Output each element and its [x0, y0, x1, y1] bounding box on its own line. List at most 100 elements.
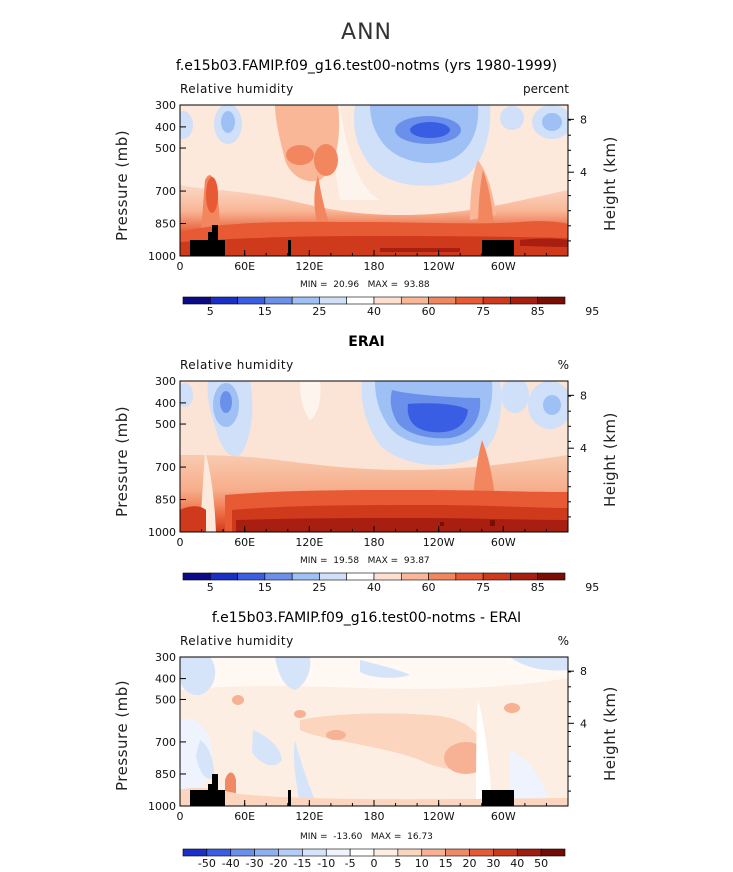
colorbar-swatch: [182, 296, 211, 305]
colorbar-label: 85: [531, 581, 545, 594]
colorbar-label: -10: [317, 857, 335, 870]
colorbar-swatch: [482, 296, 511, 305]
colorbar-swatch: [400, 296, 429, 305]
h-tick-label: 8: [580, 665, 587, 678]
h-tick-label: 4: [580, 717, 587, 730]
colorbar-swatch: [445, 848, 470, 857]
colorbar-swatch: [264, 296, 293, 305]
colorbar-swatch: [325, 848, 351, 857]
x-tick-label: 120W: [423, 260, 455, 273]
axes-layer: 0 60E 120E 180 120W 60W3004005007008501000845…: [148, 99, 599, 870]
x-tick-label: 120E: [295, 536, 323, 549]
x-tick-label: 180: [364, 810, 385, 823]
colorbar-label: 5: [207, 305, 214, 318]
colorbar-swatch: [206, 848, 232, 857]
p-tick-label: 300: [155, 375, 176, 388]
colorbar-label: 50: [534, 857, 548, 870]
x-tick-label: 120W: [423, 810, 455, 823]
colorbar-swatch: [302, 848, 327, 857]
x-tick-label: 60E: [234, 810, 255, 823]
colorbar-label: 95: [585, 305, 599, 318]
x-tick-label: 60W: [491, 260, 516, 273]
h-tick-label: 8: [580, 389, 587, 402]
colorbar-label: 85: [531, 305, 545, 318]
colorbar-label: 20: [463, 857, 477, 870]
colorbar-swatch: [373, 296, 402, 305]
p-tick-label: 850: [155, 494, 176, 507]
colorbar-label: 40: [367, 305, 381, 318]
colorbar-label: -40: [222, 857, 240, 870]
colorbar-label: -20: [270, 857, 288, 870]
x-tick-label: 0: [177, 260, 184, 273]
p-tick-label: 1000: [148, 250, 176, 263]
p-tick-label: 1000: [148, 526, 176, 539]
x-tick-label: 180: [364, 260, 385, 273]
x-tick-label: 180: [364, 536, 385, 549]
colorbar-swatch: [349, 848, 375, 857]
colorbar-swatch: [540, 848, 566, 857]
p-tick-label: 850: [155, 218, 176, 231]
page-title: ANN: [341, 20, 392, 45]
colorbar-swatch: [510, 296, 539, 305]
colorbar-swatch: [482, 572, 511, 581]
x-tick-label: 0: [177, 536, 184, 549]
contour-field-difference: [180, 657, 568, 806]
p-tick-label: 500: [155, 418, 176, 431]
p-tick-label: 300: [155, 99, 176, 112]
colorbar-swatch: [237, 296, 266, 305]
x-tick-label: 60E: [234, 260, 255, 273]
colorbar-swatch: [428, 572, 457, 581]
x-tick-label: 120E: [295, 810, 323, 823]
colorbar-label: 60: [422, 581, 436, 594]
colorbar-swatch: [319, 296, 348, 305]
p-tick-label: 400: [155, 121, 176, 134]
colorbar-swatch: [346, 296, 375, 305]
colorbar-swatch: [291, 296, 320, 305]
colorbar-label: -15: [293, 857, 311, 870]
colorbar-swatch: [428, 296, 457, 305]
colorbar-swatch: [469, 848, 494, 857]
colorbar-swatch: [421, 848, 446, 857]
x-tick-label: 120E: [295, 260, 323, 273]
colorbar-label: 0: [371, 857, 378, 870]
colorbar-swatch: [510, 572, 539, 581]
colorbar-swatch: [346, 572, 375, 581]
colorbar-label: 10: [415, 857, 429, 870]
x-tick-label: 60W: [491, 810, 516, 823]
p-tick-label: 850: [155, 768, 176, 781]
colorbar-label: 40: [367, 581, 381, 594]
colorbar-label: 15: [258, 305, 272, 318]
colorbar-swatch: [537, 296, 566, 305]
colorbar-swatch: [373, 848, 399, 857]
p-tick-label: 400: [155, 397, 176, 410]
colorbar-label: -30: [246, 857, 264, 870]
colorbar-swatch: [209, 572, 238, 581]
colorbar-label: 95: [585, 581, 599, 594]
colorbar-label: -50: [198, 857, 216, 870]
h-tick-label: 4: [580, 442, 587, 455]
x-tick-label: 0: [177, 810, 184, 823]
contour-field-erai: [180, 381, 568, 532]
colorbar-swatch: [373, 572, 402, 581]
colorbar-label: 75: [476, 305, 490, 318]
colorbar-label: 5: [207, 581, 214, 594]
h-tick-label: 8: [580, 113, 587, 126]
colorbar-swatch: [291, 572, 320, 581]
contour-field-model: [180, 105, 568, 256]
x-tick-label: 120W: [423, 536, 455, 549]
colorbar-swatch: [278, 848, 303, 857]
colorbar-label: 25: [312, 305, 326, 318]
p-tick-label: 700: [155, 185, 176, 198]
colorbar-label: 60: [422, 305, 436, 318]
p-tick-label: 400: [155, 673, 176, 686]
colorbar-swatch: [400, 572, 429, 581]
p-tick-label: 500: [155, 142, 176, 155]
colorbar-swatch: [209, 296, 238, 305]
colorbar-swatch: [493, 848, 518, 857]
colorbar-swatch: [516, 848, 542, 857]
colorbar-label: 5: [394, 857, 401, 870]
colorbar-label: 75: [476, 581, 490, 594]
colorbar-swatch: [254, 848, 279, 857]
h-tick-label: 4: [580, 166, 587, 179]
